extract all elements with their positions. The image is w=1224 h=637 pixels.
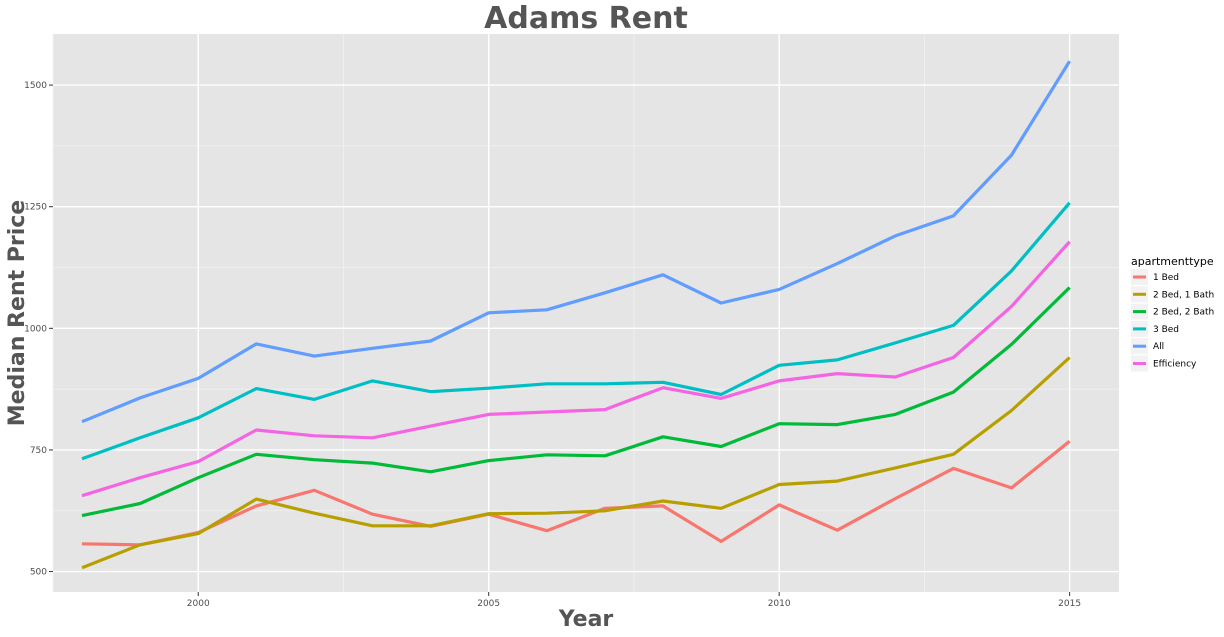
legend-label-1-bed: 1 Bed	[1153, 273, 1179, 283]
x-axis-ticks: 2000 2005 2010 2015	[187, 592, 1081, 609]
x-tick-label: 2000	[187, 599, 210, 609]
series-line-all	[81, 60, 1071, 424]
series-lines	[81, 60, 1071, 570]
legend-label-3-bed: 3 Bed	[1153, 325, 1179, 335]
legend-title: apartmenttype	[1131, 255, 1214, 268]
x-tick-label: 2015	[1058, 599, 1081, 609]
x-axis-title: Year	[558, 607, 614, 632]
x-tick-label: 2010	[768, 599, 791, 609]
series-line-1-bed	[81, 439, 1071, 547]
legend: apartmenttype 1 Bed 2 Bed, 1 Bath 2 Bed, 2…	[1131, 255, 1214, 372]
legend-label-all: All	[1153, 342, 1164, 352]
legend-label-efficiency: Efficiency	[1153, 360, 1197, 370]
y-axis-ticks: 500 750 1000 1250 1500	[24, 81, 53, 578]
series-line-2-bed-1-bath	[81, 356, 1071, 570]
series-line-efficiency	[81, 240, 1071, 498]
y-tick-label: 1000	[24, 324, 47, 334]
y-tick-label: 1500	[24, 81, 47, 91]
y-tick-label: 750	[30, 446, 47, 456]
legend-label-2-bed-2-bath: 2 Bed, 2 Bath	[1153, 308, 1214, 318]
series-line-3-bed	[81, 201, 1071, 461]
y-tick-label: 500	[30, 568, 47, 578]
x-tick-label: 2005	[477, 599, 500, 609]
y-axis-title: Median Rent Price	[5, 200, 30, 426]
gridlines	[52, 34, 1119, 592]
y-tick-label: 1250	[24, 203, 47, 213]
legend-label-2-bed-1-bath: 2 Bed, 1 Bath	[1153, 290, 1214, 300]
plot-panel	[53, 34, 1119, 592]
chart-title: Adams Rent	[484, 1, 688, 36]
series-line-2-bed-2-bath	[81, 286, 1071, 518]
